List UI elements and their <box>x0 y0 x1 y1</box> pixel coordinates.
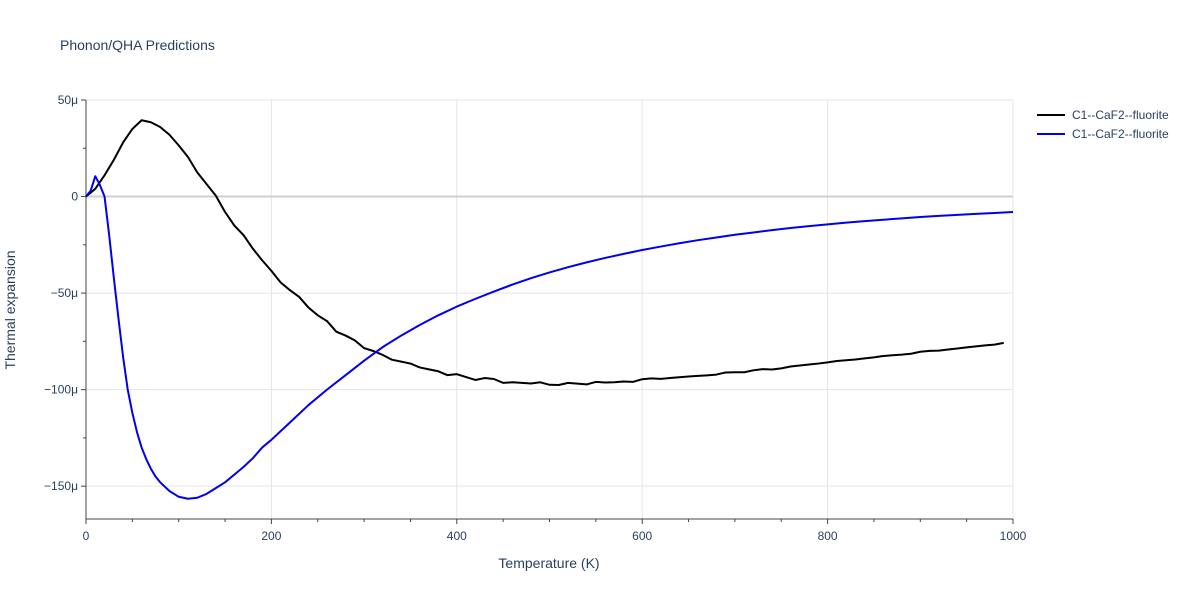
x-tick-label: 1000 <box>1000 529 1027 543</box>
y-tick-label: −100μ <box>44 383 78 397</box>
legend-item-2[interactable]: C1--CaF2--fluorite <box>1037 127 1169 141</box>
y-axis-label: Thermal expansion <box>2 250 18 369</box>
x-tick-label: 800 <box>818 529 838 543</box>
x-tick-label: 600 <box>632 529 652 543</box>
legend-label: C1--CaF2--fluorite <box>1072 127 1169 141</box>
y-tick-label: −50μ <box>51 286 78 300</box>
y-tick-label: 50μ <box>58 93 78 107</box>
x-tick-label: 400 <box>447 529 467 543</box>
legend[interactable]: C1--CaF2--fluorite C1--CaF2--fluorite <box>1037 108 1169 141</box>
axis-layer: 0 200 400 600 800 1000 50μ 0 −50μ −100μ −150μ <box>44 93 1027 543</box>
series-layer <box>85 119 1014 500</box>
y-tick-label: −150μ <box>44 479 78 493</box>
y-tick-label: 0 <box>71 190 78 204</box>
x-tick-label: 0 <box>83 529 90 543</box>
series-line-1[interactable] <box>85 119 1004 386</box>
chart-title: Phonon/QHA Predictions <box>60 37 215 53</box>
legend-item-1[interactable]: C1--CaF2--fluorite <box>1037 108 1169 122</box>
grid-layer <box>86 99 1014 519</box>
x-axis-label: Temperature (K) <box>498 555 599 571</box>
series-line-2[interactable] <box>85 175 1014 500</box>
legend-label: C1--CaF2--fluorite <box>1072 108 1169 122</box>
x-tick-label: 200 <box>261 529 281 543</box>
